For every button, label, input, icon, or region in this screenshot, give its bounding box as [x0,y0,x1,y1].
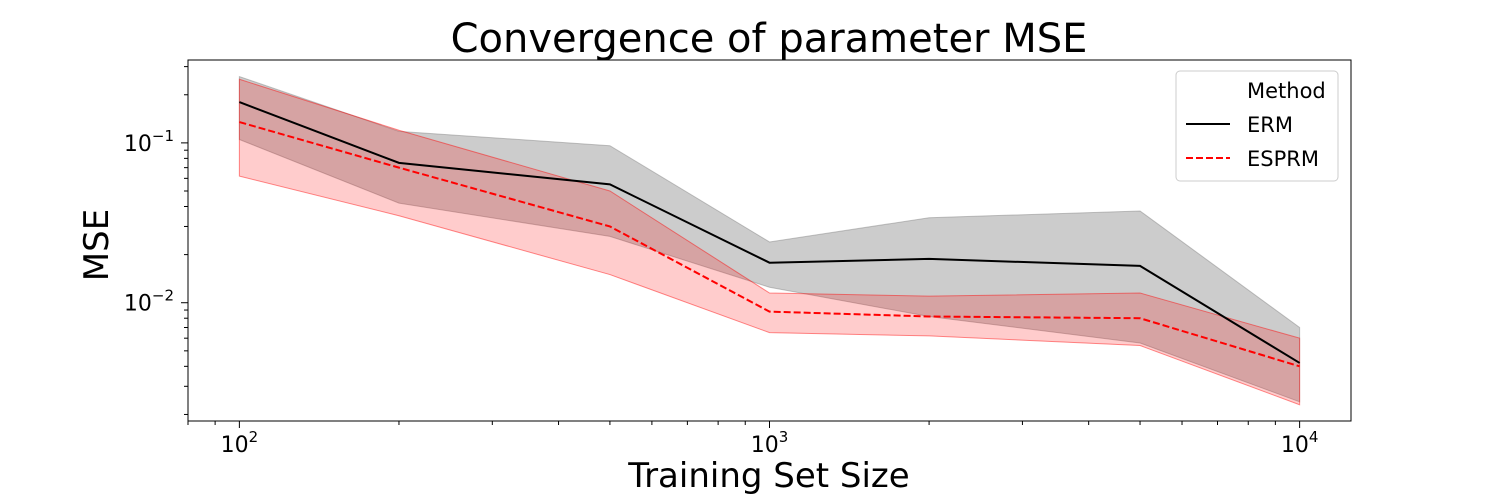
legend-title: Method [1247,79,1326,103]
y-axis: 10−1 10−2 [124,66,188,415]
x-tick-label-10000: 104 [1281,428,1319,458]
band-erm [238,75,1301,403]
legend-esprm-label: ESPRM [1247,147,1319,171]
y-axis-label: MSE [77,209,117,281]
legend: Method ERM ESPRM [1175,70,1339,182]
x-tick-label-100: 102 [221,428,259,458]
x-axis: 102 103 104 [187,421,1319,458]
y-tick-label-0.1: 10−1 [124,127,174,157]
y-tick-label-0.01: 10−2 [124,287,174,317]
series-lines [239,101,1301,368]
x-axis-label: Training Set Size [627,456,909,496]
chart-title: Convergence of parameter MSE [451,16,1088,62]
band-esprm [238,78,1301,406]
confidence-bands [238,75,1301,406]
x-tick-label-1000: 103 [751,428,789,458]
legend-box [1175,70,1339,182]
legend-erm-label: ERM [1247,113,1293,137]
